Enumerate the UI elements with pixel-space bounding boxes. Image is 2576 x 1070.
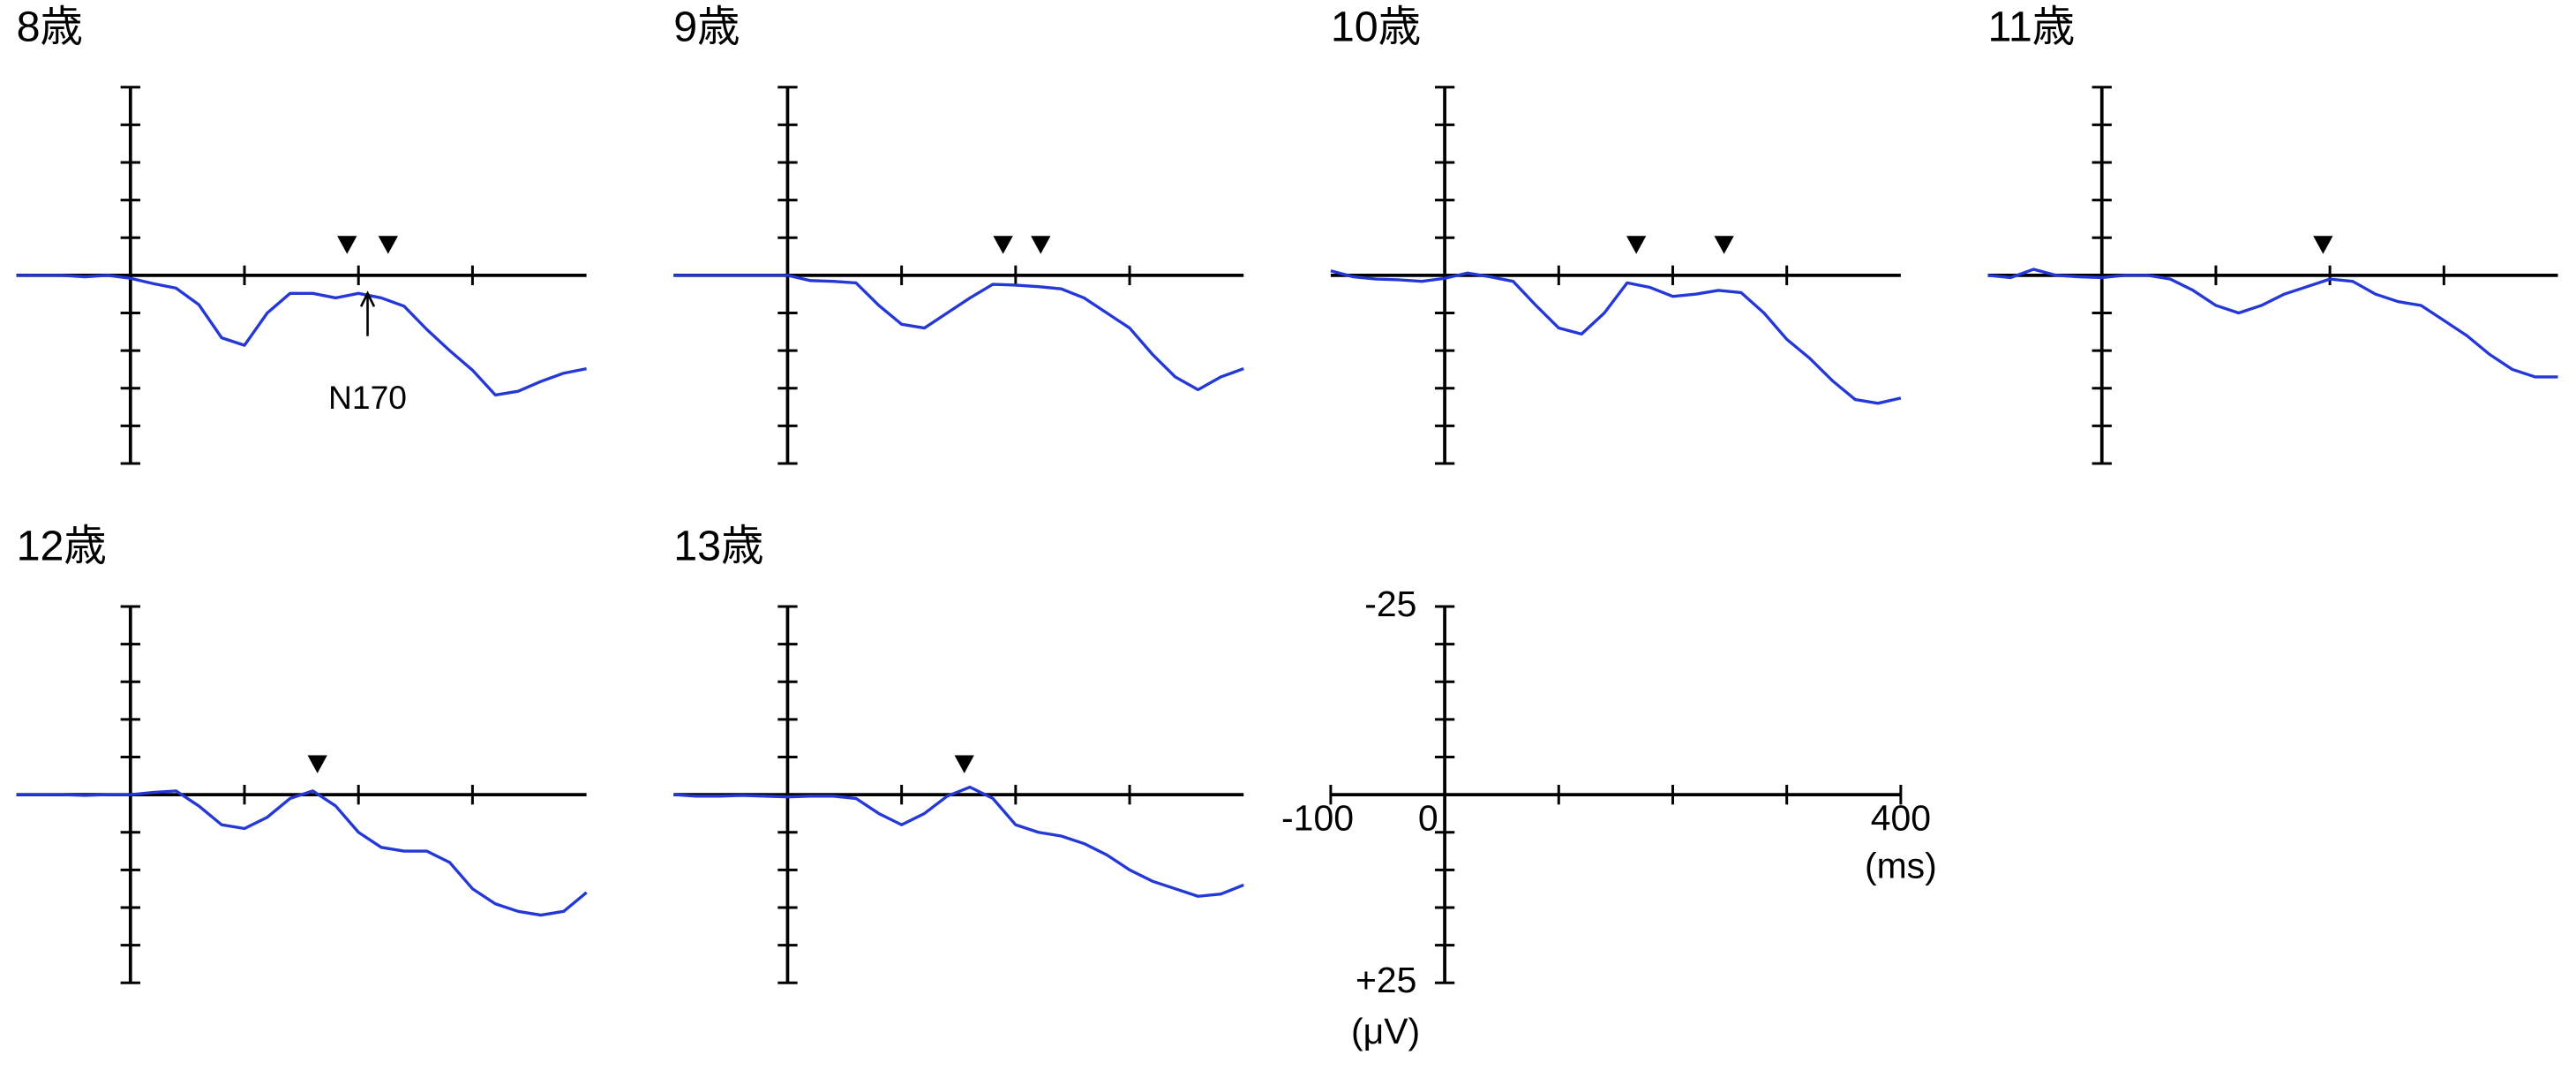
waveform (16, 274, 587, 397)
panel: 13歳 (673, 523, 1244, 984)
panel: -25 +25 -100 0 400 (ms) (μV) (1281, 584, 1937, 1051)
peak-marker (2313, 236, 2333, 254)
peak-marker (307, 755, 327, 773)
annotation: N170 (328, 379, 407, 416)
peak-marker (1714, 236, 1734, 254)
x-tick-label: 400 (1871, 798, 1931, 839)
waveform (16, 789, 588, 917)
annotation-arrowhead (359, 290, 376, 307)
x-tick-label: -100 (1281, 798, 1354, 839)
panel-title: 11歳 (1988, 3, 2076, 50)
y-tick-label: -25 (1364, 584, 1416, 624)
peak-marker (337, 236, 357, 254)
panel: 9歳 (673, 3, 1244, 465)
y-axis-label: (μV) (1351, 1011, 1420, 1051)
panel-title: 9歳 (673, 3, 740, 50)
peak-marker (954, 755, 974, 773)
panel-title: 12歳 (17, 523, 107, 570)
waveform (1987, 268, 2558, 379)
x-axis-label: (ms) (1865, 846, 1937, 886)
peak-marker (1626, 236, 1647, 254)
waveform (673, 274, 1244, 392)
waveform (673, 785, 1244, 898)
panel: 11歳 (1987, 3, 2558, 465)
peak-marker (1031, 236, 1051, 254)
y-tick-label: +25 (1356, 960, 1416, 1000)
panel-title: 8歳 (17, 3, 83, 50)
panel: 12歳 (16, 523, 588, 984)
panel-title: 13歳 (673, 523, 763, 570)
panel: 10歳 (1330, 3, 1902, 465)
waveform (1330, 269, 1902, 405)
panel: 8歳 N170 (16, 3, 587, 465)
panel-title: 10歳 (1331, 3, 1421, 50)
x-tick-label: 0 (1418, 798, 1438, 839)
peak-marker (378, 236, 398, 254)
peak-marker (993, 236, 1013, 254)
